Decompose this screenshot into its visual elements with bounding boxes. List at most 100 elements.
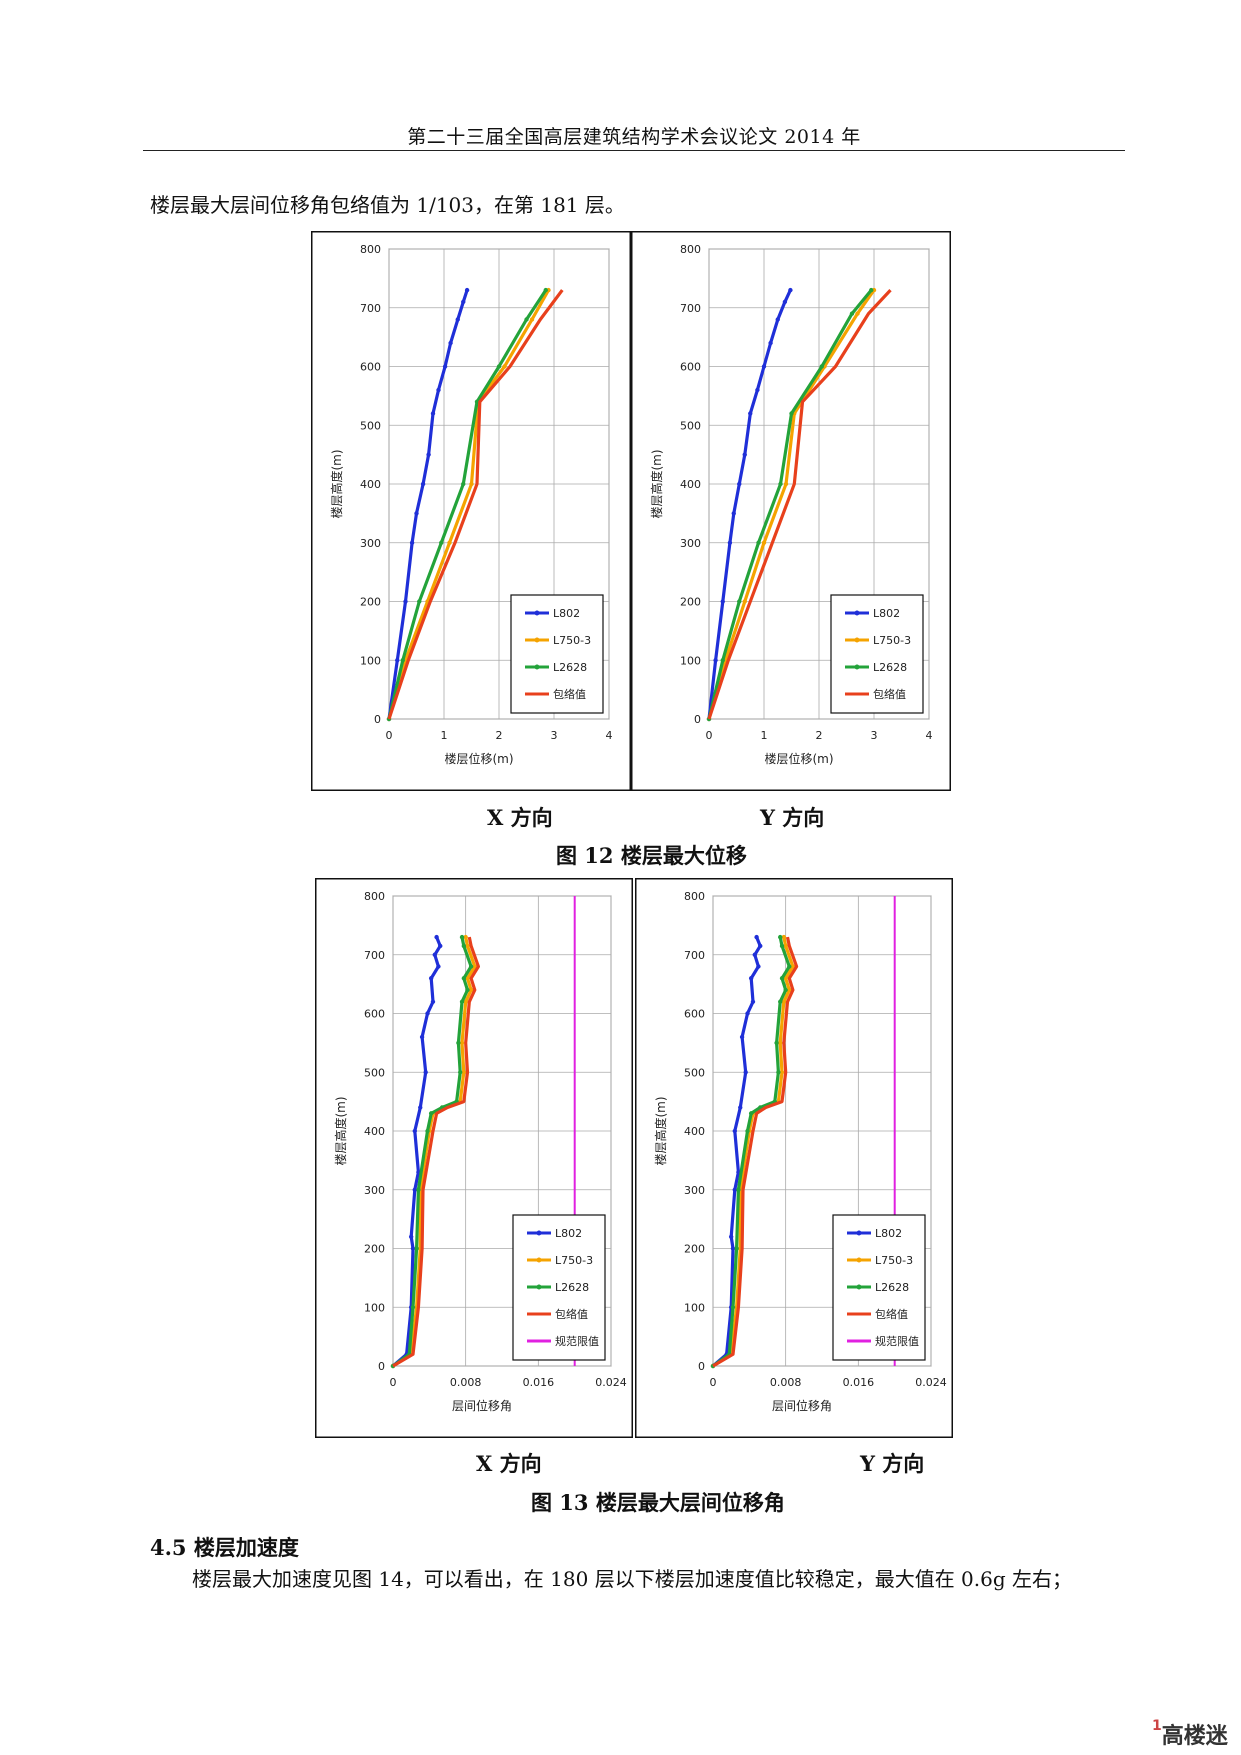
fig12-y-series-0-point-8 [755, 387, 760, 393]
fig12-y-series-0-point-1 [713, 658, 718, 663]
fig13-x-xtick-1: 0.008 [450, 1376, 482, 1389]
fig13-y-xtick-2: 0.016 [843, 1376, 875, 1389]
fig12-x-legend-label-1: L750-3 [553, 634, 591, 647]
fig13-x-series-3 [392, 936, 480, 1368]
fig12-y-series-0-point-4 [731, 511, 736, 516]
fig13-x-series-2-point-10 [456, 1040, 461, 1046]
fig12-x-series-0-point-6 [426, 452, 431, 457]
fig13-y-series-1-point-12 [787, 987, 792, 993]
fig13-y-series-1-point-10 [778, 1040, 783, 1046]
fig13-x-series-0-point-12 [430, 999, 436, 1004]
fig13-x-series-0-point-7 [412, 1128, 417, 1134]
fig12-x-ytick-7: 700 [360, 302, 381, 315]
fig13-y-xtick-1: 0.008 [770, 1376, 802, 1389]
fig13-y-ytick-3: 300 [684, 1184, 705, 1197]
fig13-y-series-0-point-14 [756, 964, 761, 969]
fig13-x-series-0-point-15 [432, 952, 437, 957]
fig13-y-legend-marker-1 [856, 1257, 862, 1263]
fig13-x-legend-label-2: L2628 [555, 1281, 589, 1294]
fig13-x-series-0-point-13 [428, 976, 434, 981]
fig12-x-ytick-0: 0 [374, 713, 381, 726]
fig13-x-direction-label: X 方向 [476, 1451, 542, 1476]
fig12-x-series-0 [387, 289, 469, 720]
fig13-y-series-1-point-11 [781, 999, 787, 1004]
fig12-x-series-0-point-2 [403, 599, 408, 604]
fig12-y-series-0-point-9 [761, 364, 767, 369]
running-header: 第二十三届全国高层建筑结构学术会议论文 2014 年 [407, 126, 861, 148]
fig13-y-series-0-point-16 [758, 943, 763, 949]
fig13-x-legend-label-3: 包络值 [555, 1307, 588, 1321]
fig13-y-series-0-point-3 [730, 1246, 736, 1251]
fig12-x-series-0-point-10 [448, 340, 453, 346]
fig12-x-xtick-0: 0 [386, 729, 393, 742]
fig13-y-xtick-0: 0 [710, 1376, 717, 1389]
fig12-y-series-0-point-11 [775, 317, 780, 322]
fig12-x-series-2-point-5 [474, 399, 480, 404]
fig13-y-series-2-point-13 [779, 976, 785, 981]
fig13-y-series-0-point-4 [728, 1234, 734, 1239]
fig12-y-series-1-point-3 [761, 540, 767, 545]
fig13-caption: 图 13 楼层最大层间位移角 [531, 1490, 785, 1515]
fig13-x-legend-label-1: L750-3 [555, 1254, 593, 1267]
fig13-y-direction-label: Y 方向 [860, 1451, 925, 1476]
fig13-x-series-0-point-14 [436, 964, 441, 969]
fig13-x-series-0-point-5 [412, 1187, 417, 1192]
fig12-y-legend-label-3: 包络值 [873, 687, 906, 701]
fig13-y-xlabel: 层间位移角 [772, 1398, 832, 1413]
watermark-text: 高楼迷 [1161, 1724, 1228, 1749]
fig13-x-series-2-point-11 [459, 999, 465, 1004]
fig12-x-series-3 [387, 289, 564, 720]
fig13-x-series-1-point-12 [468, 987, 474, 993]
fig12-y-series-3 [707, 289, 892, 720]
fig12-x-series-0-point-4 [414, 511, 419, 516]
fig13-x-series-2-point-12 [465, 987, 470, 993]
fig13-y-legend-marker-0 [856, 1230, 862, 1236]
fig13-y-series-2-point-12 [783, 987, 788, 993]
fig13-x-series-0-point-3 [410, 1246, 416, 1251]
fig12-x-series-0-point-11 [455, 317, 460, 322]
fig12-y-series-2-point-5 [789, 411, 794, 416]
fig13-x-series-2-point-9 [458, 1070, 463, 1075]
fig13-y-series-0-point-8 [738, 1105, 743, 1110]
fig13-y-series-2-point-4 [736, 1187, 741, 1192]
fig12-y-ytick-5: 500 [680, 419, 701, 432]
fig12-x-ylabel: 楼层高度(m) [329, 449, 344, 518]
fig12-y-series-1-point-7 [855, 311, 860, 316]
fig12-caption: 图 12 楼层最大位移 [556, 843, 747, 868]
fig12-x-ytick-6: 600 [360, 361, 381, 374]
fig12-y-legend-label-2: L2628 [873, 661, 907, 674]
fig12-x-legend-marker-2 [534, 664, 540, 670]
fig13-x-series-1-point-9 [461, 1070, 467, 1075]
fig12-y-series-0 [707, 289, 792, 720]
fig12-x-series-1-point-6 [502, 364, 507, 369]
fig12-y-legend-label-1: L750-3 [873, 634, 911, 647]
fig13-y-ytick-7: 700 [684, 949, 705, 962]
fig13-y-legend-label-0: L802 [875, 1227, 902, 1240]
fig12-x-series-1-point-7 [529, 317, 535, 322]
fig13-x-series-2-point-14 [468, 964, 474, 969]
fig13-y-ylabel: 楼层高度(m) [653, 1096, 668, 1165]
fig12-x-legend-marker-1 [534, 637, 540, 643]
fig13-x-legend-label-4: 规范限值 [555, 1334, 599, 1348]
fig13-x-ytick-8: 800 [364, 890, 385, 903]
fig12-x-series-2-point-6 [496, 364, 502, 369]
fig13-y-legend-label-4: 规范限值 [875, 1334, 919, 1348]
fig13-y-ytick-1: 100 [684, 1301, 705, 1314]
fig12-x-series-2-point-4 [461, 481, 466, 487]
fig13-x-series-0-point-11 [425, 1011, 430, 1016]
fig12-y-xlabel: 楼层位移(m) [764, 751, 833, 766]
fig13-x-ytick-4: 400 [364, 1125, 385, 1138]
fig13-y-series-1-point-16 [781, 934, 787, 940]
chart-fig13-x: 0 100 200 300 400 500 600 700 800 0 0.008 0.016 0.02… [315, 878, 633, 1438]
fig12-y-xtick-0: 0 [706, 729, 713, 742]
fig13-x-ytick-3: 300 [364, 1184, 385, 1197]
fig13-x-xtick-0: 0 [390, 1376, 397, 1389]
fig13-x-xlabel: 层间位移角 [452, 1398, 512, 1413]
fig12-y-series-2-point-7 [849, 311, 855, 316]
fig13-x-series-2-point-4 [416, 1187, 421, 1192]
fig12-x-ytick-2: 200 [360, 596, 381, 609]
fig12-x-legend-label-3: 包络值 [553, 687, 586, 701]
fig12-x-series-2-point-7 [524, 317, 529, 322]
chart-fig12-y-svg: 0 100 200 300 400 500 600 700 800 0 1 2 3 4 楼层位移(m) 楼层高… [631, 231, 951, 791]
fig13-y-series-3 [712, 936, 799, 1368]
